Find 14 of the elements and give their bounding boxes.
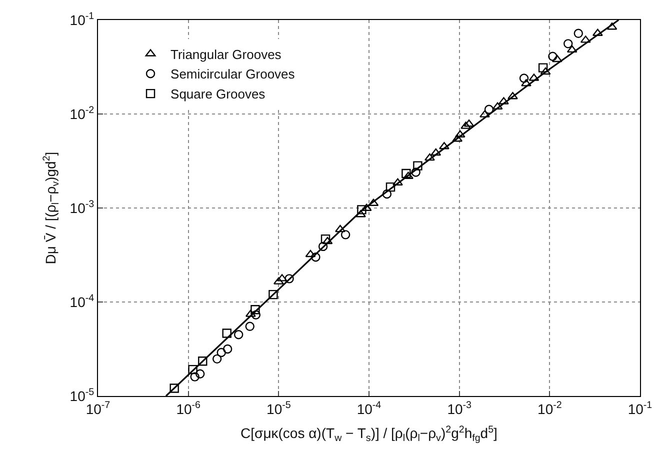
legend-label: Semicircular Grooves — [170, 66, 296, 82]
x-tick-label: 10$^{-3}$ — [447, 400, 472, 417]
x-tick-label: 10$^{-6}$ — [176, 400, 202, 417]
y-tick-label: 10$^{-4}$ — [70, 293, 95, 310]
x-tick-label: 10$^{-4}$ — [356, 400, 382, 417]
x-tick-label: 10$^{-5}$ — [266, 400, 292, 417]
x-tick-label: 10$^{-1}$ — [628, 400, 652, 417]
legend-label: Square Grooves — [170, 86, 266, 102]
y-tick-label: 10$^{-1}$ — [70, 11, 94, 28]
legend-label: Triangular Grooves — [170, 46, 282, 62]
text: C[σμκ(cos α)(T$_{w}$ − T$_{s}$)] / [ρ$_{l}$(ρ$_{l}$−ρ$_{v}$)$^{2}$g$^{2}$h$_{fg}$d$^{5}$] — [240, 424, 498, 444]
y-tick-label: 10$^{-2}$ — [70, 105, 94, 122]
y-tick-label: 10$^{-3}$ — [70, 199, 95, 216]
x-tick-label: 10$^{-2}$ — [538, 400, 562, 417]
